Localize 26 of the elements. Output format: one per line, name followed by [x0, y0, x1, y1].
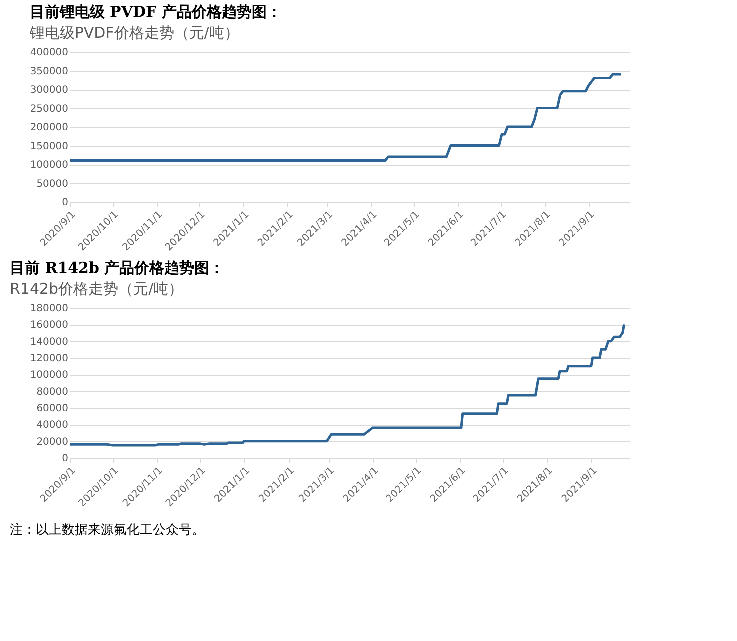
- y-tick-label: 20000: [36, 436, 68, 448]
- chart-title: 目前 R142b 产品价格趋势图：: [10, 259, 225, 277]
- chart-subtitle: 锂电级PVDF价格走势（元/吨）: [28, 24, 240, 42]
- y-tick-label: 50000: [36, 178, 68, 190]
- y-tick-label: 350000: [30, 66, 68, 78]
- y-tick-label: 60000: [36, 404, 68, 414]
- line-series: [68, 73, 623, 162]
- y-tick-label: 160000: [30, 320, 68, 332]
- y-tick-label: 0: [62, 454, 68, 464]
- y-tick-label: 250000: [30, 104, 68, 115]
- y-tick-label: 300000: [30, 85, 68, 96]
- line-series: [68, 323, 626, 447]
- y-tick-label: 200000: [30, 122, 68, 134]
- y-tick-label: 100000: [30, 370, 68, 382]
- y-tick-label: 140000: [30, 336, 68, 348]
- y-tick-label: 150000: [30, 141, 68, 152]
- y-tick-label: 180000: [30, 304, 68, 314]
- y-tick-label: 120000: [30, 354, 68, 364]
- chart-title: 目前锂电级 PVDF 产品价格趋势图：: [30, 3, 282, 21]
- y-tick-label: 80000: [36, 386, 68, 398]
- y-tick-label: 100000: [30, 160, 68, 171]
- text: 注：以上数据来源氟化工公众号。: [10, 523, 205, 538]
- y-tick-label: 400000: [30, 48, 68, 58]
- y-tick-label: 40000: [36, 420, 68, 432]
- chart-subtitle: R142b价格走势（元/吨）: [10, 280, 184, 298]
- y-tick-label: 0: [62, 198, 68, 208]
